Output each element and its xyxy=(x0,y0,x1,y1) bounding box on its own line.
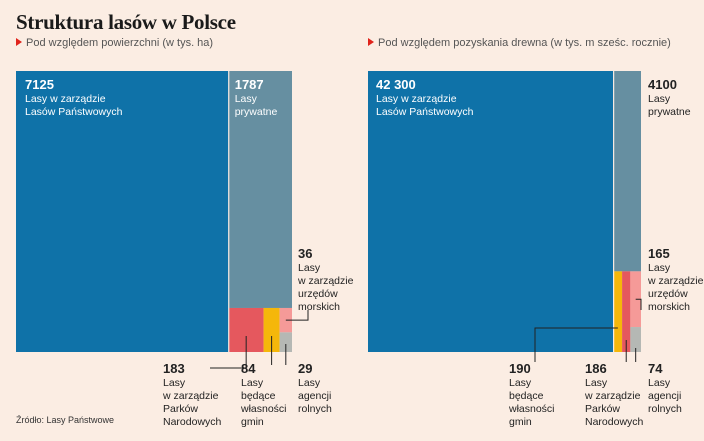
bar-national-parks-timber xyxy=(622,271,631,352)
subtitle-timber-text: Pod względem pozyskania drewna (w tys. m… xyxy=(378,37,671,49)
label-state-forests-area: 7125 Lasy w zarządzie Lasów Państwowych xyxy=(25,77,123,118)
bar-agricultural-timber xyxy=(630,327,641,352)
label-state-forests-timber: 42 300 Lasy w zarządzie Lasów Państwowych xyxy=(376,77,474,118)
leader-maritime-area xyxy=(285,310,309,321)
label-agricultural-area: 29 Lasy agencji rolnych xyxy=(298,361,332,415)
label-municipal-timber: 190 Lasy będące własności gmin xyxy=(508,361,555,428)
marker-icon xyxy=(16,38,22,46)
bar-municipal-area xyxy=(263,307,280,352)
label-national-parks-timber: 186 Lasy w zarządzie Parków Narodowych xyxy=(584,361,644,428)
bar-municipal-timber xyxy=(613,271,623,352)
bar-agricultural-area xyxy=(279,332,292,352)
marker-icon xyxy=(368,38,374,46)
label-agricultural-timber: 74 Lasy agencji rolnych xyxy=(648,361,682,415)
label-national-parks-area: 183 Lasy w zarządzie Parków Narodowych xyxy=(162,361,222,428)
chart-title: Struktura lasów w Polsce xyxy=(16,10,236,34)
label-private-area: 1787 Lasy prywatne xyxy=(235,77,278,118)
bar-private-area xyxy=(228,71,292,308)
bar-state-forests-area xyxy=(16,71,229,352)
subtitle-area-text: Pod względem powierzchni (w tys. ha) xyxy=(26,37,214,49)
label-maritime-timber: 165 Lasy w zarządzie urzędów morskich xyxy=(647,246,704,313)
label-municipal-area: 84 Lasy będące własności gmin xyxy=(240,361,287,428)
source-note: Źródło: Lasy Państwowe xyxy=(16,415,115,425)
leader-maritime-timber xyxy=(635,298,642,310)
subtitle-timber: Pod względem pozyskania drewna (w tys. m… xyxy=(368,37,671,49)
subtitle-area: Pod względem powierzchni (w tys. ha) xyxy=(16,37,213,49)
label-maritime-area: 36 Lasy w zarządzie urzędów morskich xyxy=(297,246,354,313)
leader-municipal-timber xyxy=(534,327,618,362)
leader-national-parks-area xyxy=(210,336,247,369)
bar-state-forests-timber xyxy=(368,71,614,352)
bar-private-timber xyxy=(613,71,641,272)
label-private-timber: 4100 Lasy prywatne xyxy=(648,77,691,118)
